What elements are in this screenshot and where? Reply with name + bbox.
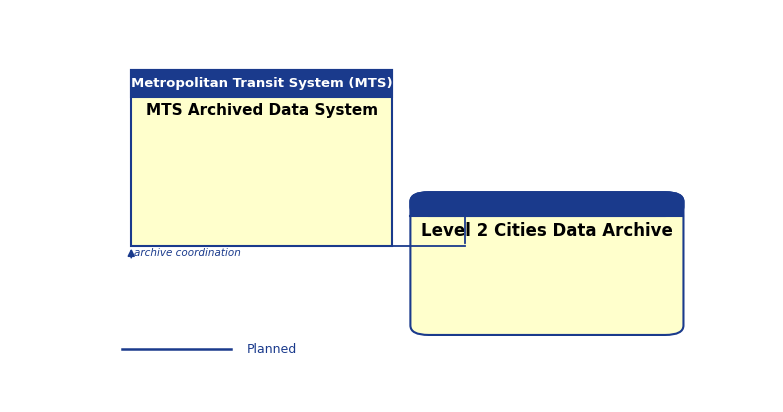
FancyBboxPatch shape	[410, 192, 684, 216]
Text: Level 2 Cities Data Archive: Level 2 Cities Data Archive	[421, 222, 673, 240]
Text: Metropolitan Transit System (MTS): Metropolitan Transit System (MTS)	[131, 77, 392, 90]
Bar	[411, 203, 683, 216]
Text: Planned: Planned	[247, 343, 297, 356]
FancyBboxPatch shape	[410, 192, 684, 335]
Bar	[132, 70, 392, 97]
Text: archive coordination: archive coordination	[135, 248, 241, 258]
Text: MTS Archived Data System: MTS Archived Data System	[146, 103, 377, 118]
Bar	[132, 70, 392, 246]
